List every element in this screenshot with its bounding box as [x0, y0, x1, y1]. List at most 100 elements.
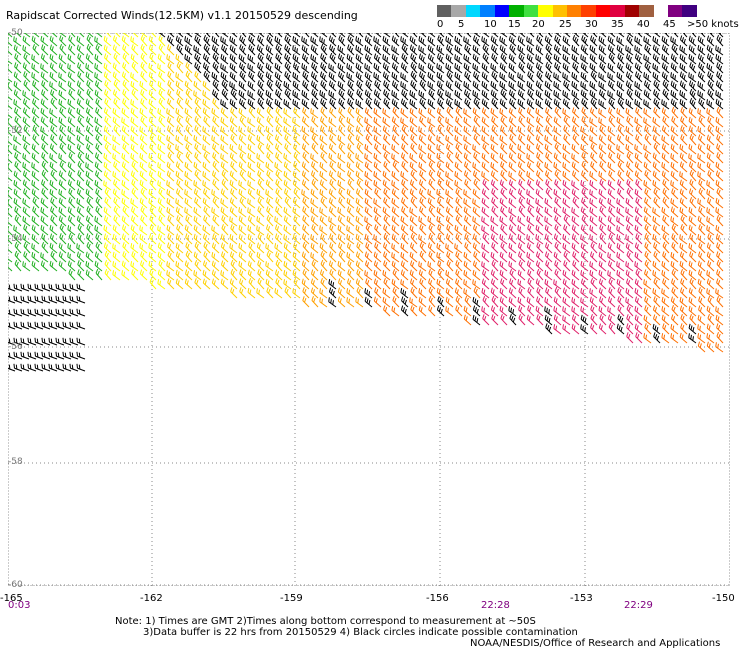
wind-barb	[158, 116, 166, 128]
barb-shaft	[22, 49, 31, 56]
barb-flag	[215, 65, 219, 71]
barb-flag	[418, 53, 422, 59]
barb-flag	[67, 99, 70, 104]
barb-flag	[526, 62, 529, 68]
wind-barb	[562, 144, 571, 155]
barb-flag	[222, 64, 224, 70]
wind-barb	[148, 116, 157, 128]
barb-flag	[269, 65, 272, 71]
barb-flag	[718, 36, 721, 42]
wind-barb	[275, 143, 283, 155]
barb-shaft	[158, 47, 166, 56]
barb-flag	[265, 89, 268, 95]
wind-barb	[473, 115, 481, 128]
wind-barb	[50, 97, 58, 110]
barb-shaft	[418, 138, 427, 146]
wind-barb	[238, 53, 247, 65]
barb-flag	[58, 53, 61, 59]
wind-barb	[580, 33, 589, 38]
barb-flag	[688, 72, 690, 77]
wind-barb	[256, 134, 265, 146]
barb-flag	[276, 37, 279, 43]
wind-barb	[265, 62, 274, 74]
wind-barb	[571, 33, 580, 38]
barb-flag	[634, 117, 637, 122]
wind-barb	[130, 36, 139, 47]
wind-barb	[113, 98, 121, 110]
wind-barb	[508, 33, 517, 38]
barb-flag	[447, 46, 451, 51]
barb-flag	[692, 47, 695, 53]
wind-barb	[256, 44, 265, 56]
barb-flag	[492, 46, 496, 51]
wind-barb	[562, 108, 571, 119]
barb-flag	[40, 63, 42, 68]
wind-barb	[562, 98, 571, 110]
barb-flag	[530, 47, 533, 53]
wind-barb	[158, 35, 166, 47]
wind-barb	[680, 116, 688, 128]
wind-barb	[167, 44, 175, 56]
barb-shaft	[148, 102, 157, 110]
barb-flag	[193, 135, 196, 140]
barb-flag	[283, 80, 286, 86]
wind-barb	[230, 107, 238, 119]
barb-flag	[402, 64, 405, 69]
wind-barb	[8, 55, 13, 65]
wind-barb	[113, 33, 121, 38]
barb-flag	[123, 64, 127, 69]
barb-flag	[222, 37, 224, 43]
barb-flag	[112, 135, 114, 140]
barb-flag	[499, 108, 502, 113]
wind-barb	[661, 35, 670, 47]
barb-flag	[537, 46, 540, 51]
wind-barb	[490, 89, 499, 101]
barb-shaft	[653, 111, 661, 119]
barb-flag	[395, 48, 397, 53]
barb-flag	[158, 43, 162, 49]
barb-flag	[386, 57, 389, 62]
barb-flag	[294, 55, 297, 61]
barb-shaft	[158, 120, 166, 128]
wind-barb	[490, 35, 499, 47]
barb-flag	[652, 71, 655, 77]
wind-barb	[248, 71, 256, 83]
barb-flag	[456, 64, 459, 70]
wind-barb	[590, 143, 598, 155]
barb-flag	[349, 36, 352, 42]
barb-flag	[49, 62, 52, 68]
wind-barb	[22, 135, 31, 146]
barb-flag	[458, 66, 461, 71]
barb-flag	[454, 99, 457, 104]
wind-barb	[445, 143, 454, 155]
wind-barb	[103, 134, 112, 146]
barb-shaft	[535, 112, 544, 119]
barb-flag	[681, 55, 684, 60]
barb-flag	[708, 64, 711, 70]
barb-flag	[157, 53, 160, 59]
barb-flag	[625, 62, 628, 68]
barb-flag	[33, 37, 36, 42]
barb-flag	[104, 53, 107, 58]
wind-barb	[22, 35, 31, 47]
wind-barb	[22, 33, 31, 38]
wind-barb	[229, 71, 238, 83]
barb-flag	[427, 53, 431, 59]
wind-barb	[653, 89, 661, 101]
barb-flag	[359, 48, 362, 53]
barb-flag	[554, 35, 557, 40]
barb-flag	[472, 44, 475, 50]
wind-barb	[544, 89, 553, 101]
barb-flag	[359, 65, 362, 71]
barb-flag	[186, 37, 189, 43]
wind-barb	[508, 53, 517, 65]
barb-flag	[240, 37, 244, 42]
barb-flag	[629, 56, 632, 62]
barb-flag	[268, 36, 271, 42]
wind-barb	[67, 143, 76, 155]
wind-barb	[625, 80, 634, 92]
wind-barb	[427, 107, 436, 119]
barb-flag	[220, 116, 223, 122]
wind-barb	[517, 35, 526, 47]
barb-flag	[196, 72, 199, 78]
